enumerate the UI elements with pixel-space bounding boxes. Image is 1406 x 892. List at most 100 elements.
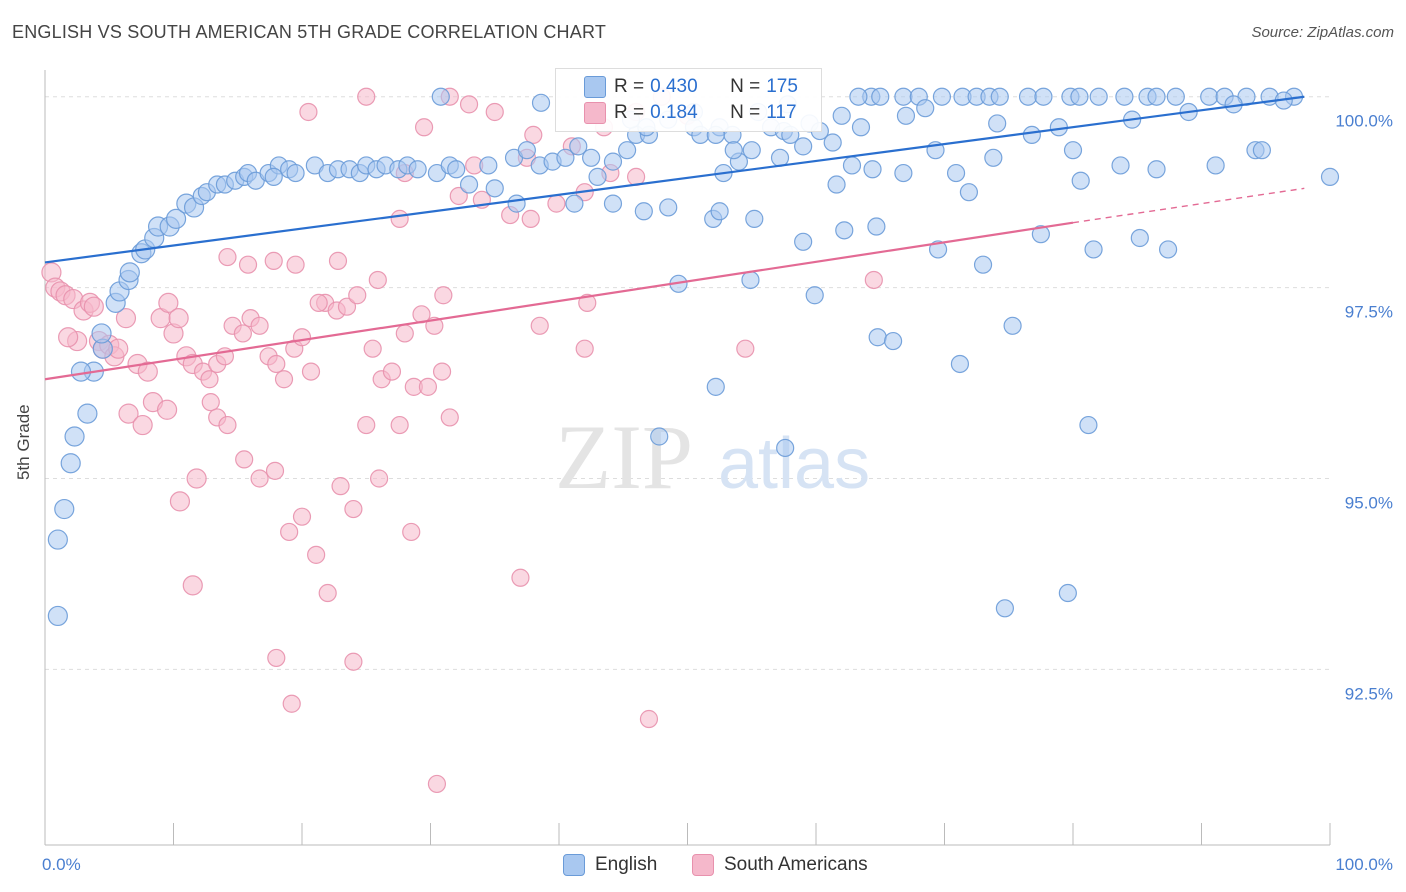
english-point-140 xyxy=(659,198,678,217)
south-americans-point-68 xyxy=(370,469,389,488)
south-americans-point-57 xyxy=(218,415,237,435)
english-point-135 xyxy=(973,255,993,274)
south-americans-point-34 xyxy=(274,370,294,389)
english-point-136 xyxy=(1031,225,1050,244)
south-americans-point-15 xyxy=(115,308,137,329)
south-americans-point-95 xyxy=(449,186,468,206)
south-americans-point-70 xyxy=(402,522,421,542)
south-americans-point-72 xyxy=(432,362,452,381)
english-point-4 xyxy=(64,426,85,447)
south-americans-point-53 xyxy=(156,399,178,420)
english-point-108 xyxy=(724,141,743,160)
south-americans-point-85 xyxy=(459,95,479,114)
english-point-159 xyxy=(988,114,1007,133)
english-point-91 xyxy=(1070,87,1089,106)
english-point-120 xyxy=(1111,156,1130,175)
english-point-150 xyxy=(776,438,795,458)
south-americans-point-98 xyxy=(521,209,540,228)
legend-english-swatch xyxy=(563,854,585,876)
english-point-130 xyxy=(745,209,764,228)
english-point-5 xyxy=(77,403,98,424)
english-point-117 xyxy=(984,148,1003,167)
english-point-111 xyxy=(794,137,813,156)
y-tick-label-3: 100.0% xyxy=(1335,112,1393,131)
south-americans-point-41 xyxy=(348,286,367,305)
south-americans-points xyxy=(41,87,883,794)
south-americans-point-80 xyxy=(368,270,387,290)
legend-south-swatch xyxy=(692,854,714,876)
english-point-57 xyxy=(582,148,601,167)
english-point-19 xyxy=(165,208,187,229)
legend-item-south[interactable]: South Americans xyxy=(692,852,868,878)
english-point-44 xyxy=(408,160,427,179)
english-point-104 xyxy=(531,93,551,112)
south-americans-point-75 xyxy=(238,255,258,274)
source-label: Source: ZipAtlas.com xyxy=(1251,24,1394,41)
english-point-112 xyxy=(842,156,862,175)
y-tick-label-2: 97.5% xyxy=(1345,303,1393,322)
south-americans-point-36 xyxy=(292,328,312,347)
axes xyxy=(44,70,1331,846)
english-r-label: R = xyxy=(614,76,645,97)
english-point-1 xyxy=(47,529,68,550)
english-point-151 xyxy=(995,599,1014,618)
watermark-atlas: atlas xyxy=(718,424,870,504)
english-n-value: 175 xyxy=(766,76,798,97)
south-americans-trend-extension xyxy=(1072,187,1305,224)
south-americans-point-19 xyxy=(158,292,179,313)
south-r-value: 0.184 xyxy=(650,102,698,123)
english-point-126 xyxy=(565,194,584,213)
english-point-60 xyxy=(618,141,637,160)
south-americans-point-66 xyxy=(344,499,363,519)
south-n-label: N = xyxy=(730,102,761,123)
english-point-116 xyxy=(946,163,966,183)
south-americans-point-65 xyxy=(331,477,350,496)
english-point-127 xyxy=(603,194,623,213)
english-point-142 xyxy=(741,270,760,290)
south-americans-point-49 xyxy=(434,286,453,305)
english-point-48 xyxy=(459,175,479,194)
legend-item-english[interactable]: English xyxy=(563,852,657,878)
english-point-9 xyxy=(91,323,112,344)
south-americans-point-45 xyxy=(395,324,414,343)
south-americans-point-105 xyxy=(182,575,203,596)
south-americans-point-59 xyxy=(250,469,269,488)
english-point-118 xyxy=(1022,125,1041,145)
english-point-88 xyxy=(1018,87,1038,106)
english-point-97 xyxy=(1200,87,1219,106)
south-americans-point-63 xyxy=(307,545,326,564)
south-americans-point-29 xyxy=(233,324,252,343)
south-americans-point-116 xyxy=(169,491,191,512)
english-point-95 xyxy=(1147,87,1166,106)
south-americans-point-73 xyxy=(440,408,459,427)
english-point-109 xyxy=(742,141,761,160)
south-n-value: 117 xyxy=(766,102,797,123)
south-americans-point-9 xyxy=(83,296,104,317)
stats-row-south: R = 0.184 N = 117 xyxy=(556,100,821,126)
south-americans-point-94 xyxy=(299,102,318,122)
south-americans-point-69 xyxy=(390,415,409,435)
english-point-79 xyxy=(871,87,890,106)
south-americans-point-40 xyxy=(337,297,357,316)
english-point-50 xyxy=(485,179,504,198)
south-americans-point-61 xyxy=(280,522,299,542)
legend-english-label: English xyxy=(595,854,658,875)
english-point-149 xyxy=(650,427,669,446)
english-point-56 xyxy=(569,137,588,156)
english-point-134 xyxy=(928,240,948,259)
english-point-146 xyxy=(1003,316,1022,335)
english-point-82 xyxy=(916,99,935,118)
south-americans-point-111 xyxy=(639,709,659,729)
english-point-119 xyxy=(1063,141,1083,160)
english-point-124 xyxy=(1252,141,1271,160)
english-point-166 xyxy=(959,183,979,202)
south-americans-point-76 xyxy=(264,251,283,270)
south-americans-point-37 xyxy=(301,362,321,381)
english-point-147 xyxy=(950,354,970,374)
south-americans-point-106 xyxy=(267,648,286,668)
english-point-96 xyxy=(1166,87,1185,106)
english-point-92 xyxy=(1089,87,1108,106)
english-point-132 xyxy=(835,221,854,240)
english-point-122 xyxy=(1206,156,1225,175)
